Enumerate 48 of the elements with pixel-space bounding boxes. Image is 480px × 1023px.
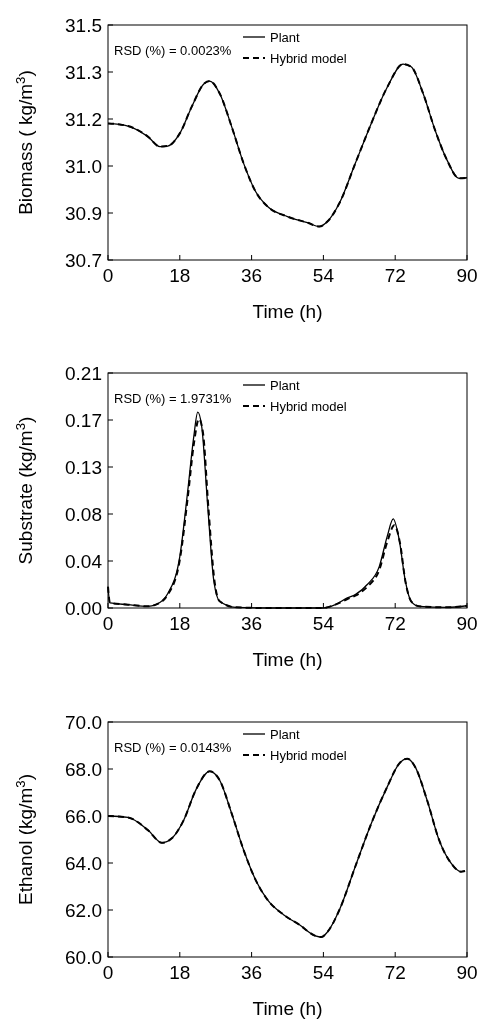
x-tick-label: 18 — [169, 613, 191, 634]
y-tick-label: 70.0 — [65, 712, 102, 733]
y-tick-label: 0.13 — [65, 457, 102, 478]
legend-label: Plant — [270, 378, 301, 393]
annotation: RSD (%) = 0.0143% — [114, 740, 232, 755]
x-tick-label: 0 — [102, 962, 114, 983]
x-tick-label: 54 — [312, 962, 335, 983]
x-axis-title: Time (h) — [252, 649, 323, 670]
legend-label: Hybrid model — [270, 51, 347, 66]
x-tick-label: 90 — [456, 265, 478, 286]
x-tick-label: 72 — [384, 265, 406, 286]
x-axis-title: Time (h) — [252, 301, 323, 322]
y-tick-label: 0.21 — [65, 363, 102, 384]
y-tick-label: 0.17 — [65, 410, 102, 431]
x-axis-title: Time (h) — [252, 998, 323, 1019]
y-tick-label: 31.2 — [65, 109, 102, 130]
legend-label: Plant — [270, 727, 301, 742]
y-tick-label: 31.5 — [65, 15, 102, 36]
x-tick-label: 90 — [456, 613, 478, 634]
y-tick-label: 30.7 — [65, 250, 102, 271]
y-tick-label: 68.0 — [65, 759, 102, 780]
y-tick-label: 0.08 — [65, 504, 102, 525]
x-tick-label: 18 — [169, 962, 191, 983]
x-tick-label: 36 — [241, 962, 263, 983]
y-tick-label: 62.0 — [65, 900, 102, 921]
legend-label: Plant — [270, 30, 301, 45]
y-tick-label: 66.0 — [65, 806, 102, 827]
y-tick-label: 31.0 — [65, 156, 102, 177]
x-tick-label: 36 — [241, 265, 263, 286]
annotation: RSD (%) = 0.0023% — [114, 43, 232, 58]
y-tick-label: 60.0 — [65, 947, 102, 968]
x-tick-label: 18 — [169, 265, 191, 286]
x-tick-label: 36 — [241, 613, 263, 634]
x-tick-label: 54 — [312, 613, 335, 634]
legend-label: Hybrid model — [270, 399, 347, 414]
y-tick-label: 0.00 — [65, 598, 102, 619]
x-tick-label: 54 — [312, 265, 335, 286]
y-tick-label: 0.04 — [65, 551, 103, 572]
x-tick-label: 72 — [384, 962, 406, 983]
y-tick-label: 64.0 — [65, 853, 102, 874]
y-tick-label: 30.9 — [65, 203, 102, 224]
x-tick-label: 0 — [102, 613, 114, 634]
legend-label: Hybrid model — [270, 748, 347, 763]
annotation: RSD (%) = 1.9731% — [114, 391, 232, 406]
x-tick-label: 0 — [102, 265, 114, 286]
y-tick-label: 31.3 — [65, 62, 102, 83]
x-tick-label: 72 — [384, 613, 406, 634]
x-tick-label: 90 — [456, 962, 478, 983]
